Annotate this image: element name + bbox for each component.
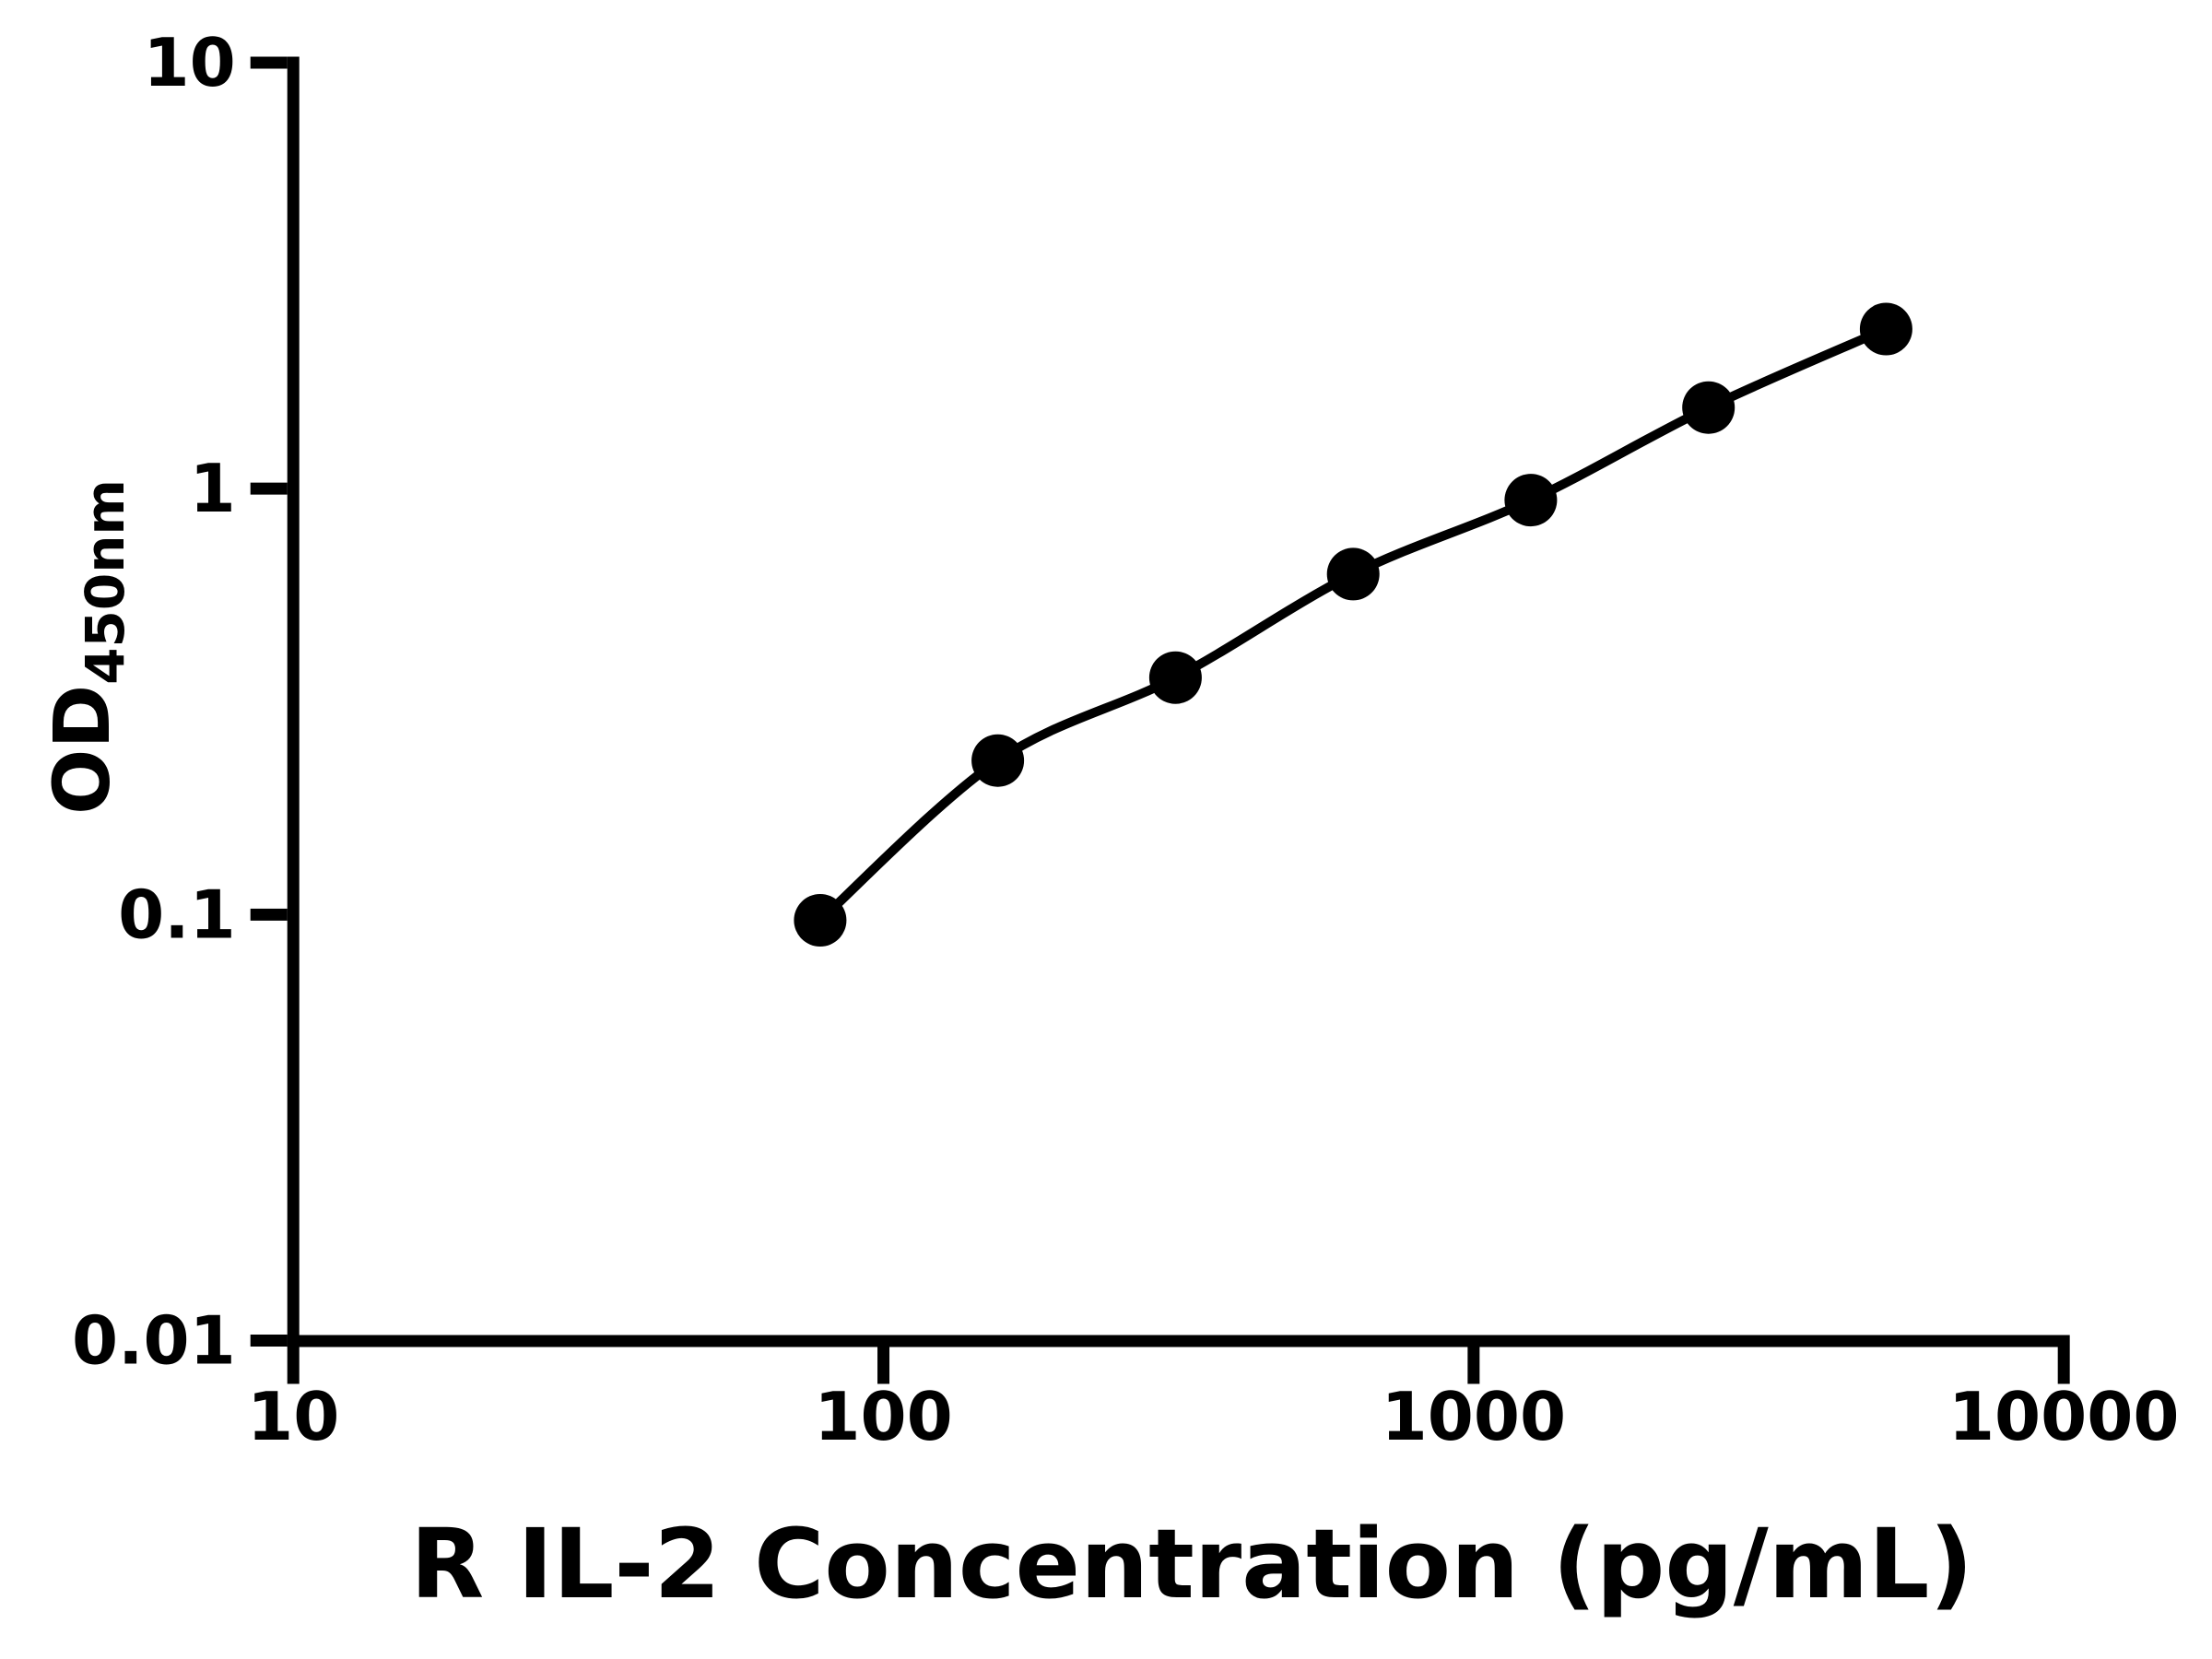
data-points xyxy=(794,302,1912,947)
x-tick-label-10000: 10000 xyxy=(1948,1378,2180,1455)
x-tick-label-1000: 1000 xyxy=(1382,1378,1566,1455)
y-tick-label-1: 1 xyxy=(190,450,236,527)
y-tick-label-10: 10 xyxy=(143,24,235,101)
y-axis-title-subscript: 450nm xyxy=(74,479,136,685)
y-axis-title: OD450nm xyxy=(37,479,136,815)
x-axis-title: R IL-2 Concentration (pg/mL) xyxy=(410,1508,1973,1620)
y-tick-label-0.1: 0.1 xyxy=(118,876,236,953)
y-tick-label-0.01: 0.01 xyxy=(72,1302,236,1380)
standard-curve-series xyxy=(794,302,1912,947)
data-point-312.5 xyxy=(1148,651,1202,704)
data-point-156.25 xyxy=(971,734,1025,787)
data-point-2500 xyxy=(1682,381,1735,434)
data-point-625 xyxy=(1326,547,1380,601)
data-point-5000 xyxy=(1859,302,1912,356)
x-tick-label-100: 100 xyxy=(814,1378,952,1455)
x-tick-label-10: 10 xyxy=(247,1378,339,1455)
data-point-1250 xyxy=(1504,474,1558,527)
data-point-78.125 xyxy=(794,894,847,947)
y-axis-title-main: OD xyxy=(37,685,127,815)
